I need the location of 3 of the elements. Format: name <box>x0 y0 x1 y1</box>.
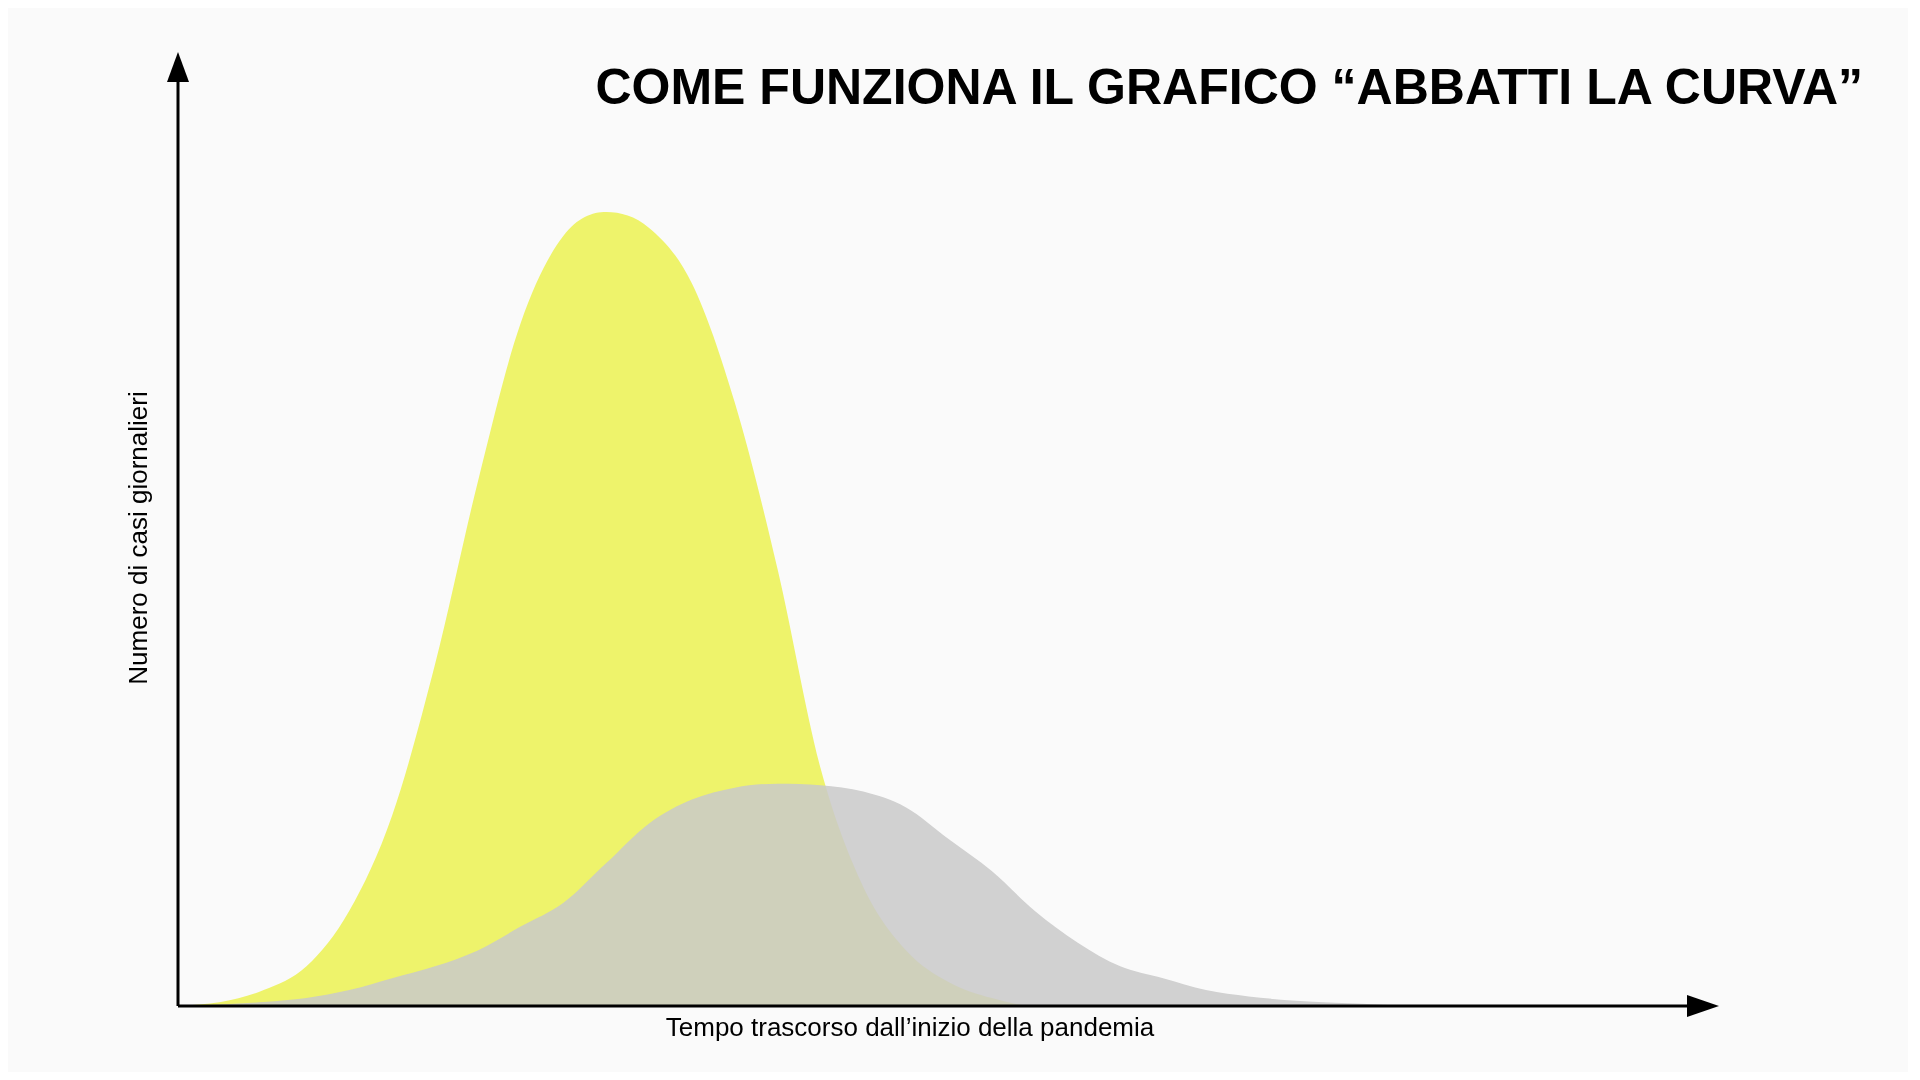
chart-title: COME FUNZIONA IL GRAFICO “ABBATTI LA CURVA” <box>595 58 1863 116</box>
x-axis-title: Tempo trascorso dall’inizio della pandemia <box>665 1012 1155 1043</box>
y-axis-title: Numero di casi giornalieri <box>122 391 154 685</box>
